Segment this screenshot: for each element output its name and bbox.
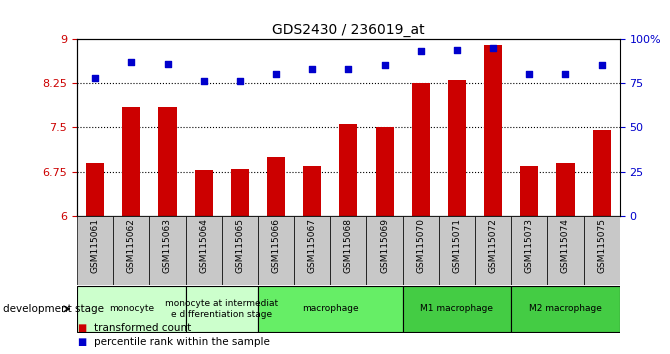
Bar	[403, 216, 439, 285]
Point	[126, 59, 137, 65]
Bar	[340, 125, 358, 216]
Bar	[511, 286, 620, 332]
Text: M1 macrophage: M1 macrophage	[421, 304, 493, 313]
Text: transformed count: transformed count	[94, 323, 191, 333]
Point	[162, 61, 173, 67]
Text: monocyte at intermediat
e differentiation stage: monocyte at intermediat e differentiatio…	[165, 299, 278, 319]
Point	[90, 75, 100, 81]
Text: GSM115066: GSM115066	[271, 218, 281, 273]
Bar	[258, 286, 403, 332]
Bar	[258, 216, 294, 285]
Text: monocyte: monocyte	[109, 304, 154, 313]
Point	[596, 63, 607, 68]
Point	[343, 66, 354, 72]
Point	[271, 72, 281, 77]
Bar	[77, 286, 186, 332]
Point	[307, 66, 318, 72]
Bar	[149, 216, 186, 285]
Bar	[186, 216, 222, 285]
Point	[452, 47, 462, 52]
Bar	[411, 83, 430, 216]
Bar	[439, 216, 475, 285]
Text: GSM115064: GSM115064	[199, 218, 208, 273]
Point	[524, 72, 535, 77]
Bar	[557, 163, 575, 216]
Bar	[330, 216, 366, 285]
Bar	[448, 80, 466, 216]
Text: M2 macrophage: M2 macrophage	[529, 304, 602, 313]
Point	[488, 45, 498, 51]
Point	[379, 63, 390, 68]
Text: GSM115074: GSM115074	[561, 218, 570, 273]
Text: GSM115071: GSM115071	[452, 218, 462, 273]
Text: GSM115069: GSM115069	[380, 218, 389, 273]
Bar	[113, 216, 149, 285]
Bar	[267, 157, 285, 216]
Bar	[158, 107, 176, 216]
Text: GSM115065: GSM115065	[235, 218, 245, 273]
Point	[415, 48, 426, 54]
Point	[198, 79, 209, 84]
Bar	[230, 169, 249, 216]
Text: GSM115067: GSM115067	[308, 218, 317, 273]
Text: GSM115068: GSM115068	[344, 218, 353, 273]
Bar	[294, 216, 330, 285]
Bar	[86, 163, 105, 216]
Bar	[123, 107, 141, 216]
Title: GDS2430 / 236019_at: GDS2430 / 236019_at	[272, 23, 425, 36]
Bar	[222, 216, 258, 285]
Text: percentile rank within the sample: percentile rank within the sample	[94, 337, 269, 347]
Text: GSM115075: GSM115075	[597, 218, 606, 273]
Text: GSM115073: GSM115073	[525, 218, 534, 273]
Bar	[403, 286, 511, 332]
Text: development stage: development stage	[3, 304, 105, 314]
Bar	[593, 130, 611, 216]
Text: GSM115063: GSM115063	[163, 218, 172, 273]
Bar	[375, 127, 393, 216]
Bar	[484, 45, 502, 216]
Text: GSM115072: GSM115072	[488, 218, 498, 273]
Text: GSM115061: GSM115061	[90, 218, 100, 273]
Bar	[194, 170, 213, 216]
Text: GSM115062: GSM115062	[127, 218, 136, 273]
Bar	[584, 216, 620, 285]
Bar	[520, 166, 539, 216]
Bar	[186, 286, 258, 332]
Bar	[303, 166, 322, 216]
Text: macrophage: macrophage	[302, 304, 358, 313]
Text: ■: ■	[77, 323, 86, 333]
Bar	[77, 216, 113, 285]
Text: ■: ■	[77, 337, 86, 347]
Text: GSM115070: GSM115070	[416, 218, 425, 273]
Bar	[511, 216, 547, 285]
Bar	[547, 216, 584, 285]
Point	[560, 72, 571, 77]
Bar	[366, 216, 403, 285]
Bar	[475, 216, 511, 285]
Point	[234, 79, 245, 84]
